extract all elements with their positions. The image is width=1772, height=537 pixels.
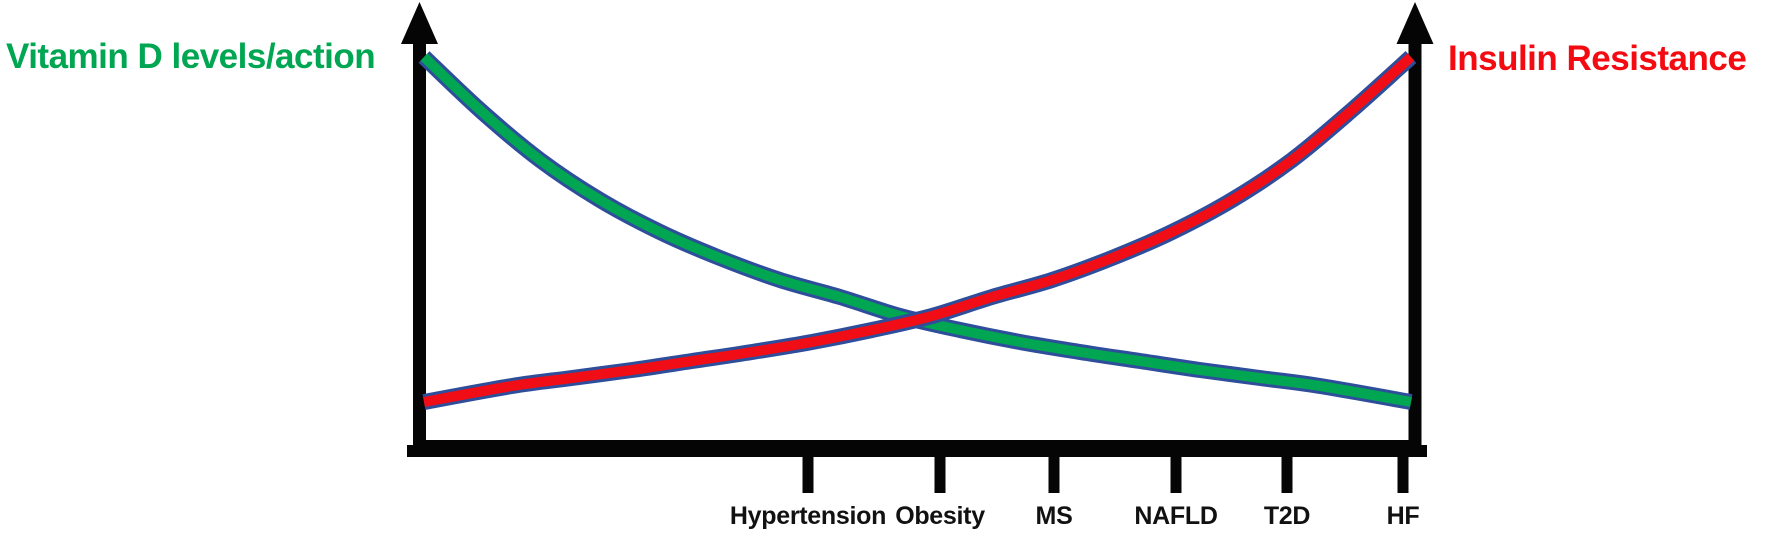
tick-label-hf: HF [1386, 502, 1420, 530]
tick-label-obesity: Obesity [895, 502, 985, 530]
axis-tick [1397, 455, 1409, 493]
vitamin-d-curve [420, 53, 1412, 407]
tick-label-nafld: NAFLD [1134, 502, 1218, 530]
insulin-resistance-curve-outline [422, 51, 1417, 410]
x-axis-bar [407, 445, 1427, 457]
axis-tick [802, 455, 814, 493]
axis-tick [1170, 455, 1182, 493]
left-axis-arrowhead-icon [401, 2, 438, 44]
left-axis-line [413, 36, 426, 457]
axis-tick [1048, 455, 1060, 493]
plot-baseline [413, 440, 1421, 445]
axis-tick [934, 455, 946, 493]
axis-tick [1281, 455, 1293, 493]
left-axis-title: Vitamin D levels/action [6, 37, 376, 76]
insulin-resistance-curve [423, 53, 1415, 407]
right-axis-arrowhead-icon [1396, 2, 1434, 44]
tick-label-ms: MS [1035, 502, 1073, 530]
vitamin-d-curve-outline [418, 51, 1413, 410]
right-axis-title: Insulin Resistance [1448, 39, 1747, 78]
right-axis-line [1408, 36, 1422, 457]
tick-label-hypertension: Hypertension [729, 502, 887, 530]
tick-label-t2d: T2D [1263, 502, 1311, 530]
